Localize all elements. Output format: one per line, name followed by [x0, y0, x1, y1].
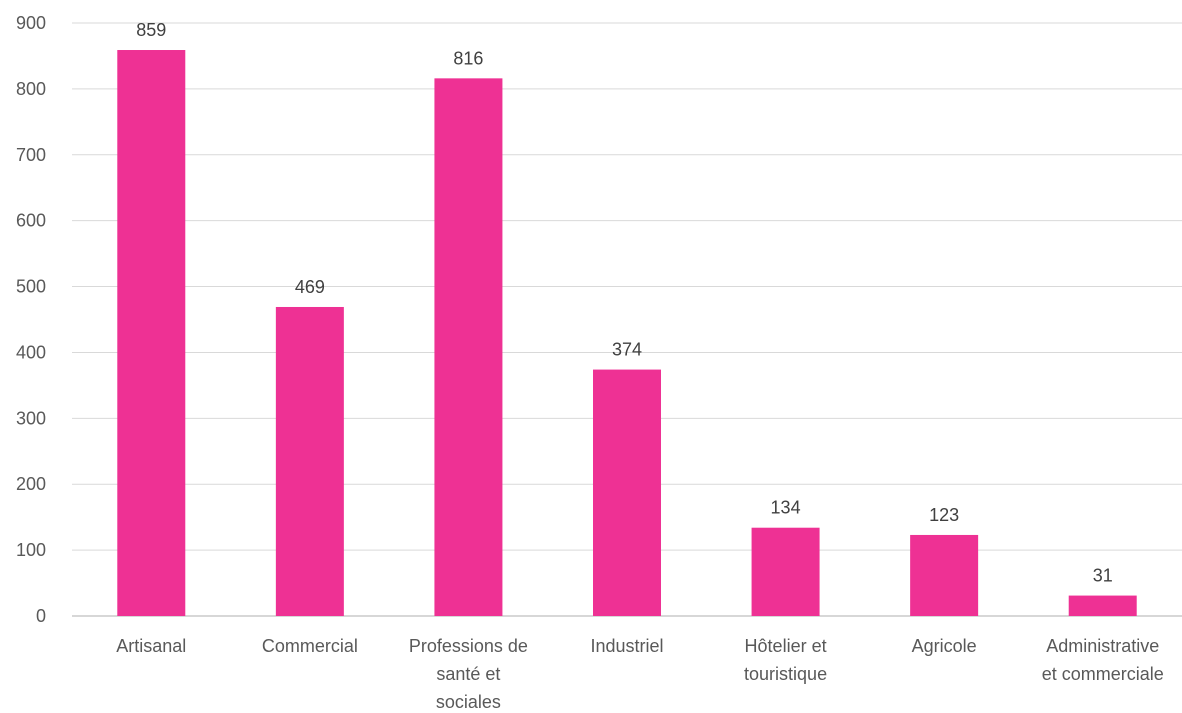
y-tick-label: 200 — [16, 474, 46, 494]
bar — [117, 50, 186, 616]
data-label: 31 — [1093, 566, 1113, 586]
x-category-label: Professions de — [409, 636, 528, 656]
x-category-label: Hôtelier et — [745, 636, 827, 656]
bar — [593, 369, 661, 616]
y-tick-label: 300 — [16, 408, 46, 428]
y-tick-label: 800 — [16, 79, 46, 99]
data-labels: 859 469 816 374 134 123 31 — [136, 20, 1112, 586]
x-category-label: Artisanal — [116, 636, 186, 656]
y-tick-label: 900 — [16, 13, 46, 33]
x-category-label: sociales — [436, 692, 501, 712]
data-label: 374 — [612, 340, 642, 360]
bar — [275, 306, 344, 616]
data-label: 469 — [295, 277, 325, 297]
y-tick-label: 700 — [16, 145, 46, 165]
data-label: 123 — [929, 505, 959, 525]
x-category-label: touristique — [744, 664, 827, 684]
y-tick-label: 400 — [16, 342, 46, 362]
y-tick-label: 100 — [16, 540, 46, 560]
y-tick-label: 600 — [16, 211, 46, 231]
bar — [751, 527, 820, 616]
y-tick-label: 0 — [36, 606, 46, 626]
gridlines — [72, 22, 1182, 617]
y-tick-label: 500 — [16, 277, 46, 297]
data-label: 859 — [136, 20, 166, 40]
x-axis-categories: Artisanal Commercial Professions de santé e… — [116, 636, 1163, 712]
x-category-label: et commerciale — [1042, 664, 1164, 684]
x-category-label: santé et — [436, 664, 500, 684]
x-category-label: Agricole — [912, 636, 977, 656]
bar — [910, 534, 979, 616]
bar — [1068, 595, 1137, 616]
data-label: 816 — [453, 48, 483, 68]
x-category-label: Industriel — [590, 636, 663, 656]
x-category-label: Administrative — [1046, 636, 1159, 656]
bars — [117, 50, 1137, 616]
bar — [434, 78, 503, 616]
y-axis-ticks: 0 100 200 300 400 500 600 700 800 900 — [16, 13, 46, 626]
data-label: 134 — [771, 498, 801, 518]
x-category-label: Commercial — [262, 636, 358, 656]
